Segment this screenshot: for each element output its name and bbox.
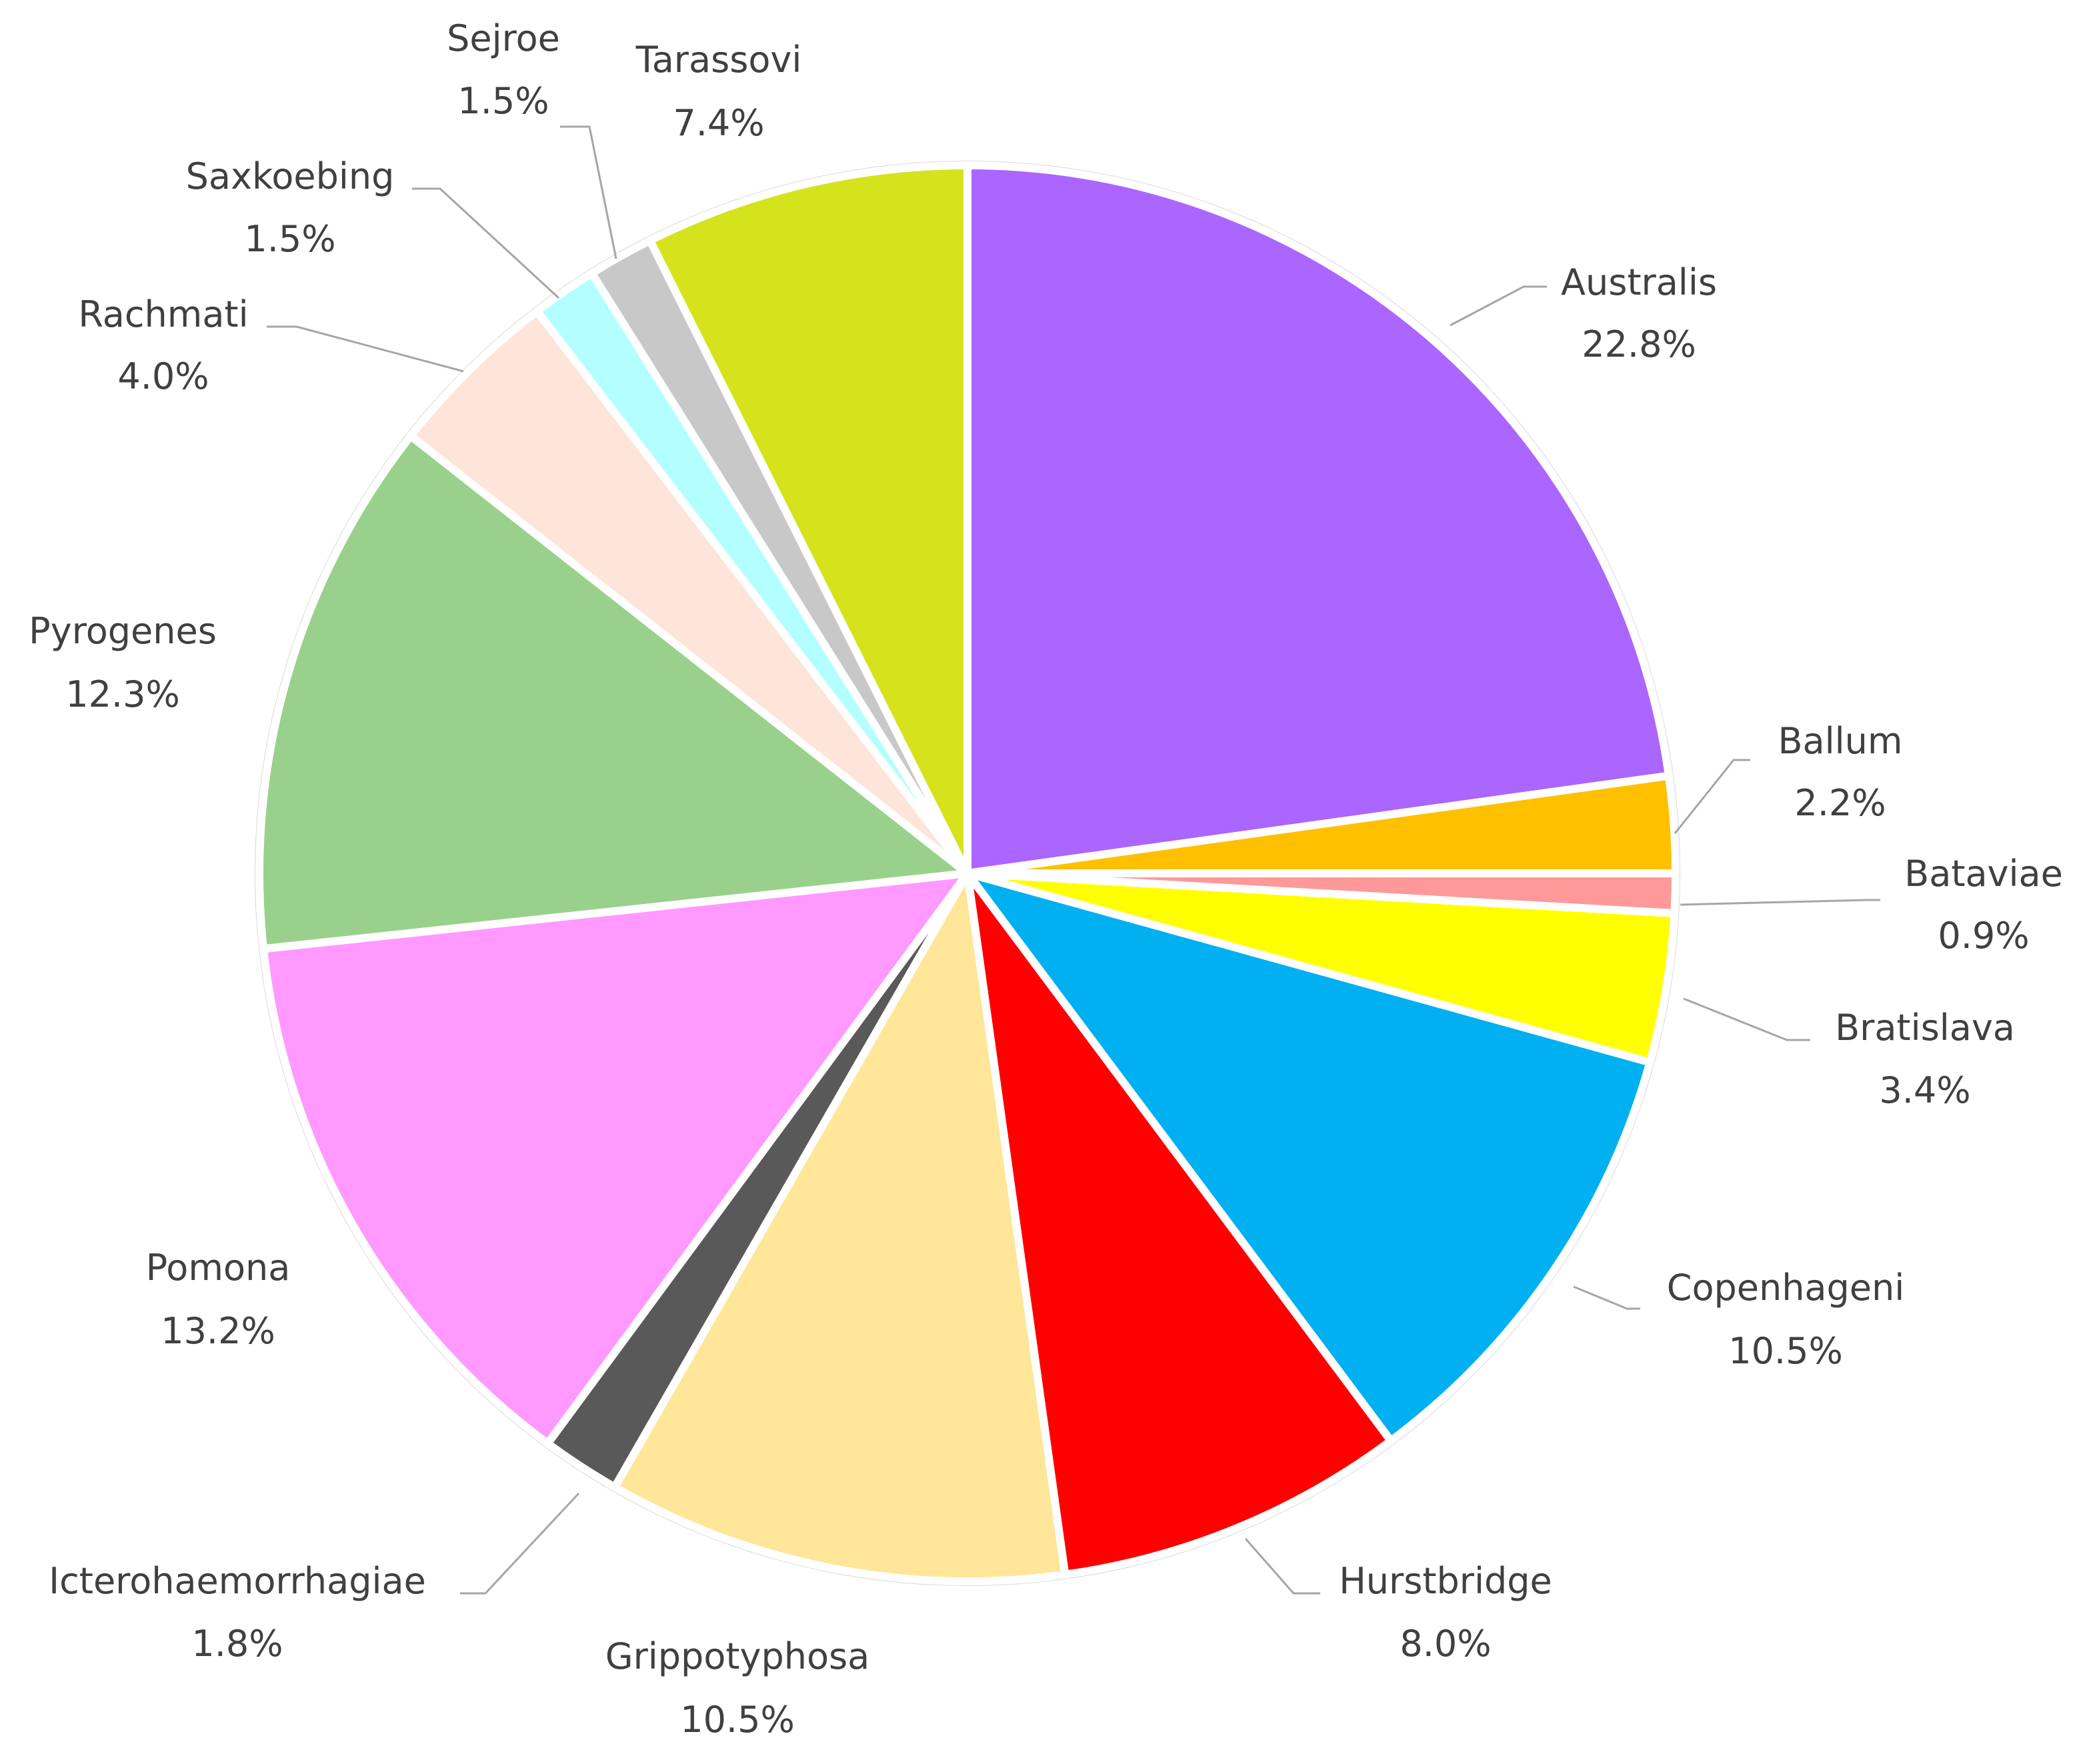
pie-slice-pomona	[259, 868, 976, 1449]
slice-value-ballum: 2.2%	[1794, 782, 1886, 824]
slice-value-australis: 22.8%	[1582, 323, 1696, 365]
slice-value-pomona: 13.2%	[161, 1310, 275, 1352]
leader-line-copenhageni	[1573, 1285, 1640, 1310]
slice-label-icterohaemorrhagiae: Icterohaemorrhagiae	[49, 1560, 426, 1602]
slice-label-saxkoebing: Saxkoebing	[186, 155, 395, 197]
leader-line-bataviae	[1680, 899, 1880, 906]
slice-label-pyrogenes: Pyrogenes	[29, 610, 217, 652]
slice-value-bratislava: 3.4%	[1879, 1069, 1970, 1111]
leader-line-rachmati	[267, 325, 464, 373]
slice-label-hurstbridge: Hurstbridge	[1339, 1560, 1552, 1602]
pie-slice-grippotyphosa	[609, 861, 1070, 1585]
slice-value-saxkoebing: 1.5%	[244, 218, 335, 260]
leader-line-saxkoebing	[412, 187, 560, 299]
pie-slice-copenhageni	[957, 866, 1655, 1447]
slice-label-bratislava: Bratislava	[1835, 1007, 2015, 1049]
pie-slice-hurstbridge	[963, 871, 1397, 1579]
slice-label-rachmati: Rachmati	[78, 293, 248, 335]
leader-line-ballum	[1674, 759, 1750, 834]
leader-line-icterohaemorrhagiae	[460, 1492, 580, 1595]
slice-value-hurstbridge: 8.0%	[1400, 1623, 1491, 1665]
slice-label-tarassovi: Tarassovi	[635, 39, 802, 81]
slice-value-bataviae: 0.9%	[1938, 915, 2029, 957]
leader-line-hurstbridge	[1244, 1538, 1320, 1595]
leader-line-australis	[1450, 285, 1547, 327]
slice-labels: Australis 22.8% Ballum 2.2% Bataviae 0.9% Brat…	[29, 17, 2063, 1741]
pie-slice-tarassovi	[644, 161, 971, 875]
pie-slice-australis	[963, 161, 1674, 878]
pie-slices	[255, 161, 1680, 1585]
leader-line-sejroe	[560, 125, 617, 259]
slice-label-grippotyphosa: Grippotyphosa	[605, 1635, 870, 1677]
pie-slice-rachmati	[405, 305, 971, 877]
slice-label-sejroe: Sejroe	[447, 17, 560, 59]
slice-value-grippotyphosa: 10.5%	[680, 1699, 795, 1741]
slice-label-ballum: Ballum	[1778, 720, 1903, 762]
slice-value-icterohaemorrhagiae: 1.8%	[191, 1623, 283, 1665]
leader-line-bratislava	[1683, 997, 1810, 1041]
slice-value-pyrogenes: 12.3%	[65, 673, 180, 715]
pie-slice-pyrogenes	[255, 430, 978, 953]
slice-label-copenhageni: Copenhageni	[1667, 1267, 1905, 1309]
leader-lines	[267, 125, 1880, 1595]
slice-value-tarassovi: 7.4%	[673, 102, 764, 144]
slice-label-bataviae: Bataviae	[1904, 853, 2063, 895]
slice-value-sejroe: 1.5%	[457, 80, 549, 122]
slice-label-pomona: Pomona	[146, 1247, 291, 1289]
slice-value-copenhageni: 10.5%	[1728, 1330, 1843, 1372]
slice-label-australis: Australis	[1561, 261, 1717, 303]
slice-value-rachmati: 4.0%	[117, 355, 209, 397]
